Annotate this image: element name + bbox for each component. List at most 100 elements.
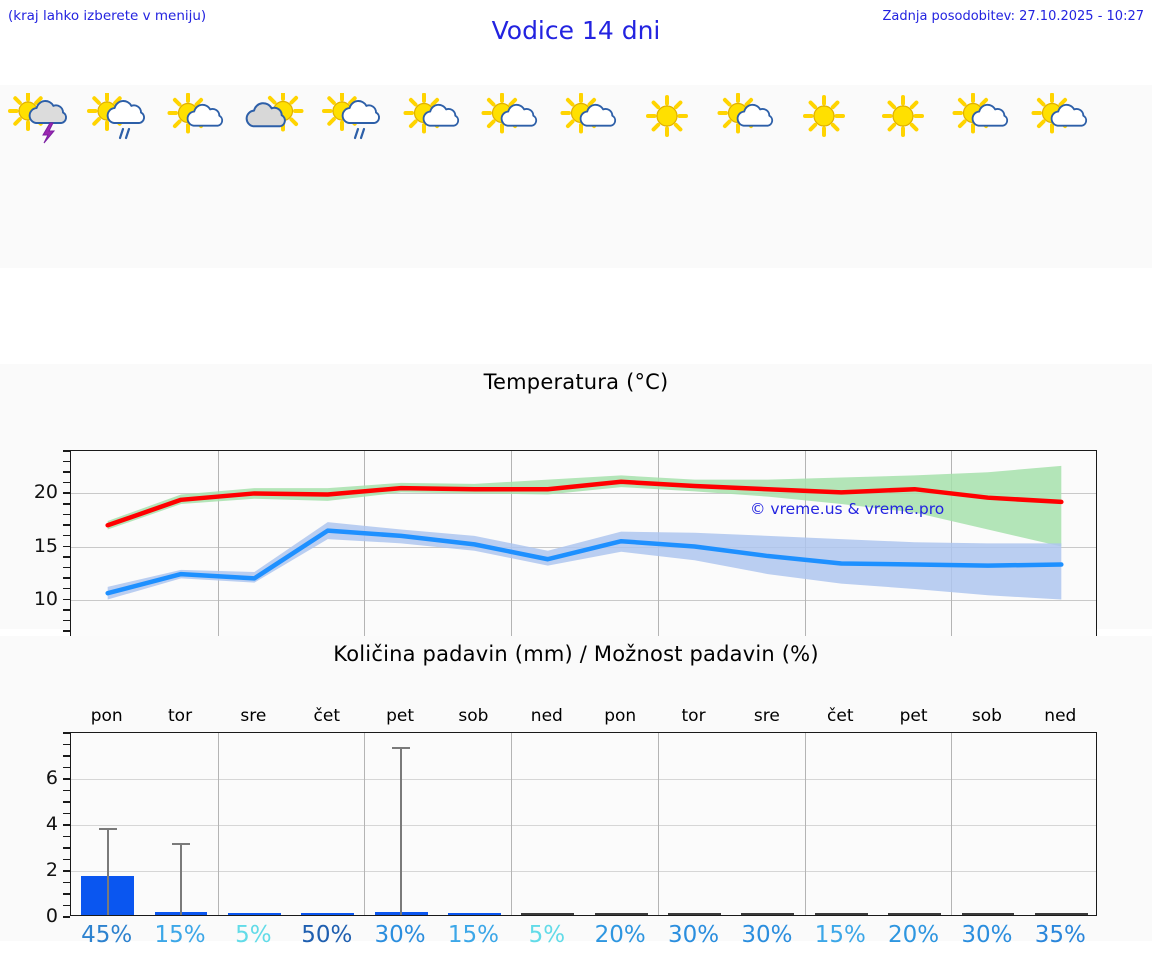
precipitation-error-bar — [400, 746, 403, 915]
precipitation-probability-label: 5% — [235, 922, 272, 948]
gridline-horizontal — [71, 493, 1096, 495]
precipitation-probability-label: 30% — [961, 922, 1013, 948]
y-axis-tick-mark — [63, 587, 70, 590]
gridline-vertical — [217, 733, 219, 915]
gridline-vertical — [217, 451, 219, 640]
sun-cloud-icon — [710, 93, 782, 145]
last-updated: Zadnja posodobitev: 27.10.2025 - 10:27 — [882, 9, 1144, 24]
precipitation-day-label: sob — [971, 706, 1002, 726]
y-axis-tick-mark — [63, 630, 70, 632]
y-axis-tick-mark — [63, 789, 70, 791]
gridline-horizontal — [71, 871, 1096, 872]
y-axis-tick-mark — [63, 524, 70, 526]
forecast-day-column — [785, 85, 864, 268]
precipitation-probability-label: 35% — [1034, 922, 1086, 948]
precipitation-bar — [888, 912, 941, 915]
sun-cloud-rain-icon — [82, 93, 154, 145]
forecast-day-column — [707, 85, 786, 268]
y-axis-tick-mark — [63, 503, 70, 505]
y-axis-tick-mark — [63, 471, 70, 473]
sun-thunderstorm-icon — [3, 93, 75, 145]
precipitation-day-label: sob — [458, 706, 489, 726]
sun-icon — [631, 93, 703, 145]
forecast-day-column — [0, 85, 79, 268]
sun-icon — [788, 93, 860, 145]
precipitation-day-label: tor — [168, 706, 193, 726]
y-axis-tick-mark — [63, 904, 70, 906]
precipitation-error-bar — [106, 828, 109, 915]
forecast-day-column — [236, 85, 315, 268]
y-axis-tick-mark — [63, 812, 70, 814]
gridline-horizontal — [71, 825, 1096, 826]
precipitation-panel: Količina padavin (mm) / Možnost padavin … — [0, 636, 1152, 948]
temperature-line — [105, 528, 1064, 596]
precipitation-day-label: čet — [827, 706, 854, 726]
y-axis-tick-mark — [63, 598, 70, 601]
precipitation-probability-label: 15% — [814, 922, 866, 948]
precipitation-probability-label: 15% — [447, 922, 500, 948]
y-axis-tick-mark — [63, 847, 70, 849]
y-axis-tick-mark — [63, 556, 70, 558]
forecast-day-column — [314, 85, 393, 268]
precipitation-probability-row: 45% 15% 5% 50% 30% 15% 5% 20% 30% 30% 15% 20% 30% 35% — [0, 922, 1152, 956]
y-axis-tick-label: 6 — [45, 767, 58, 789]
precipitation-chart-title: Količina padavin (mm) / Možnost padavin … — [333, 642, 819, 666]
y-axis-tick-mark — [63, 492, 70, 494]
precipitation-bar — [741, 912, 795, 915]
copyright-annotation: © vreme.us & vreme.pro — [750, 500, 945, 518]
precipitation-bar — [301, 913, 355, 915]
sun-cloud-icon — [1024, 93, 1096, 145]
precipitation-bar — [668, 912, 721, 915]
temperature-chart-title: Temperatura (°C) — [483, 370, 669, 394]
forecast-day-column — [628, 85, 707, 268]
precipitation-day-label: pet — [899, 706, 928, 726]
sun-icon — [867, 93, 939, 145]
temperature-line — [105, 479, 1064, 528]
y-axis-tick-mark — [63, 755, 70, 757]
y-axis-tick-mark — [63, 916, 70, 918]
gridline-vertical — [951, 733, 953, 915]
precipitation-probability-label: 20% — [888, 922, 940, 948]
y-axis-tick-mark — [63, 577, 70, 579]
sun-cloud-rain-icon — [317, 93, 389, 145]
precipitation-bar — [594, 912, 648, 915]
gridline-vertical — [364, 733, 366, 915]
forecast-day-column — [864, 85, 943, 268]
sun-cloud-icon — [396, 93, 468, 145]
sun-cloud-icon — [160, 93, 232, 145]
y-axis-tick-label: 20 — [33, 481, 58, 504]
temperature-plot-area — [70, 450, 1097, 641]
sun-cloud-icon — [474, 93, 546, 145]
precipitation-bar — [227, 913, 281, 915]
forecast-strip — [0, 85, 1152, 268]
precipitation-probability-label: 50% — [301, 922, 353, 948]
precipitation-day-label: sre — [753, 706, 780, 726]
gridline-vertical — [511, 733, 513, 915]
precipitation-probability-label: 30% — [667, 922, 720, 948]
y-axis-tick-mark — [63, 893, 70, 895]
precipitation-probability-label: 15% — [154, 922, 206, 948]
precipitation-day-label: ned — [530, 706, 563, 726]
page-title: Vodice 14 dni — [491, 16, 661, 45]
y-axis-tick-mark — [63, 801, 70, 803]
sun-cloud-icon — [945, 93, 1017, 145]
uncertainty-band — [107, 522, 1062, 600]
y-axis-tick-mark — [63, 766, 70, 768]
y-axis-tick-mark — [63, 619, 70, 622]
y-axis-tick-mark — [63, 824, 70, 826]
y-axis-tick-mark — [63, 545, 70, 547]
precipitation-day-label: pet — [386, 706, 415, 726]
y-axis-tick-mark — [63, 460, 70, 463]
page-header: (kraj lahko izberete v meniju) Vodice 14… — [0, 0, 1152, 52]
precipitation-probability-label: 30% — [374, 922, 426, 948]
forecast-day-column — [393, 85, 472, 268]
menu-hint: (kraj lahko izberete v meniju) — [8, 8, 207, 24]
precipitation-bar — [961, 912, 1015, 915]
y-axis-tick-label: 2 — [45, 859, 58, 881]
precipitation-day-label: sre — [240, 706, 267, 726]
y-axis-tick-mark — [63, 835, 70, 837]
y-axis-tick-mark — [63, 534, 70, 537]
precipitation-error-bar — [180, 843, 183, 915]
precipitation-day-label: pon — [90, 706, 123, 726]
temperature-panel: Temperatura (°C) 10 15 20 © vreme.us & vrem… — [0, 364, 1152, 643]
